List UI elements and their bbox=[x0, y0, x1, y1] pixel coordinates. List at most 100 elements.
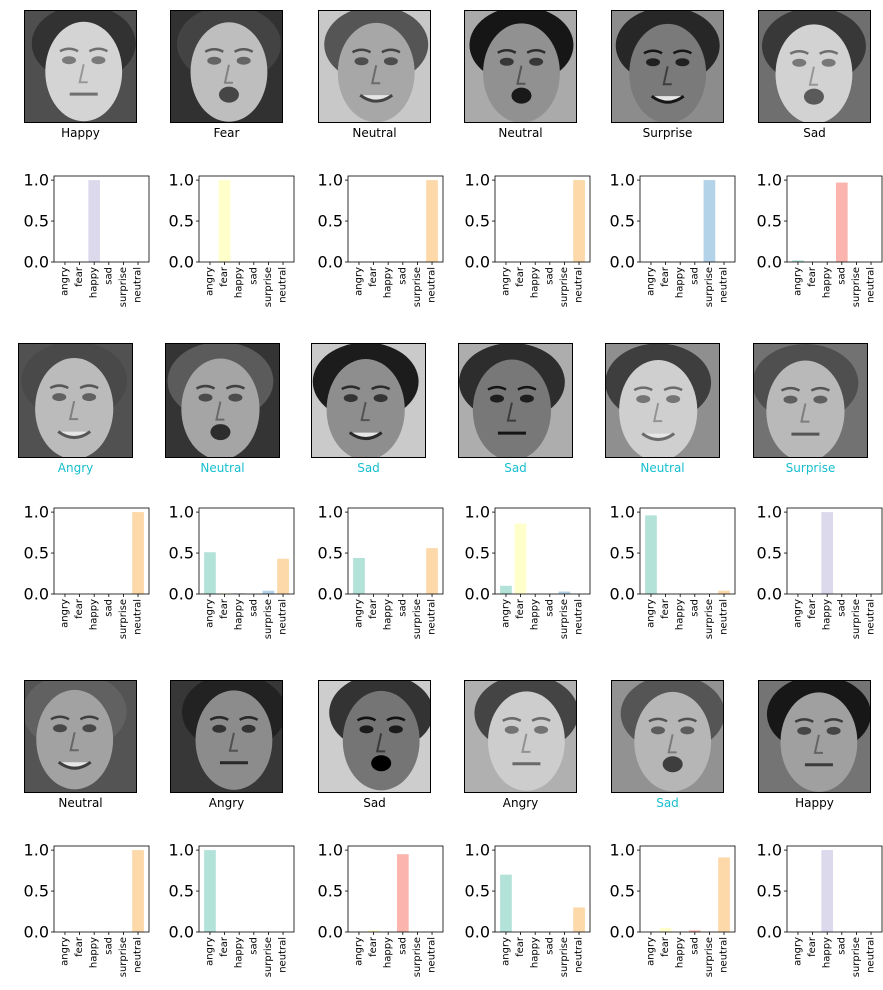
x-tick-label: fear bbox=[74, 936, 85, 957]
y-tick-label: 0.5 bbox=[24, 212, 49, 231]
x-tick-label: neutral bbox=[574, 599, 585, 635]
x-tick-label: neutral bbox=[427, 267, 438, 303]
probability-chart: angry fear happy sad surprise neutral 0.0 0.5 1.… bbox=[757, 171, 883, 307]
x-tick-label: angry bbox=[500, 599, 511, 628]
x-tick-label: fear bbox=[74, 598, 85, 619]
predicted-label: Sad bbox=[357, 461, 380, 475]
predicted-label: Sad bbox=[803, 126, 826, 140]
y-tick-label: 0.5 bbox=[169, 544, 194, 563]
x-tick-label: surprise bbox=[851, 599, 862, 639]
y-tick-label: 1.0 bbox=[610, 171, 635, 190]
plot-frame bbox=[198, 845, 295, 933]
x-tick-label: happy bbox=[675, 267, 686, 298]
predicted-label: Neutral bbox=[352, 126, 397, 140]
face-image bbox=[318, 680, 431, 793]
probability-chart: angry fear happy sad surprise neutral 0.0 0.5 1.… bbox=[465, 503, 591, 639]
x-tick-label: fear bbox=[660, 936, 671, 957]
y-tick-label: 1.0 bbox=[610, 841, 635, 860]
x-tick-label: fear bbox=[74, 266, 85, 287]
bar-fear bbox=[514, 523, 527, 594]
x-tick-label: angry bbox=[59, 937, 70, 966]
x-tick-label: surprise bbox=[118, 937, 129, 977]
x-tick-label: sad bbox=[544, 599, 555, 617]
bar-sad bbox=[688, 930, 701, 932]
bar-neutral bbox=[573, 180, 585, 262]
x-tick-label: fear bbox=[807, 936, 818, 957]
y-tick-label: 0.0 bbox=[169, 923, 194, 942]
bar-neutral bbox=[426, 180, 438, 262]
x-tick-label: happy bbox=[383, 267, 394, 298]
x-tick-label: surprise bbox=[559, 599, 570, 639]
y-tick-label: 0.5 bbox=[757, 212, 782, 231]
x-tick-label: sad bbox=[103, 599, 114, 617]
x-tick-label: surprise bbox=[263, 599, 274, 639]
y-tick-label: 0.5 bbox=[757, 882, 782, 901]
x-tick-label: angry bbox=[59, 267, 70, 296]
probability-chart: angry fear happy sad surprise neutral 0.0 0.5 1.… bbox=[169, 503, 295, 639]
x-tick-label: sad bbox=[103, 267, 114, 285]
plot-frame bbox=[786, 507, 883, 595]
x-tick-label: angry bbox=[353, 267, 364, 296]
predicted-label: Neutral bbox=[200, 461, 245, 475]
x-tick-label: sad bbox=[544, 937, 555, 955]
plot-frame bbox=[347, 845, 444, 933]
probability-chart: angry fear happy sad surprise neutral 0.0 0.5 1.… bbox=[757, 841, 883, 977]
x-tick-label: neutral bbox=[278, 937, 289, 973]
probability-chart: angry fear happy sad surprise neutral 0.0 0.5 1.… bbox=[169, 171, 295, 307]
predicted-label: Neutral bbox=[640, 461, 685, 475]
y-tick-label: 0.0 bbox=[169, 585, 194, 604]
x-tick-label: sad bbox=[103, 937, 114, 955]
x-tick-label: sad bbox=[248, 599, 259, 617]
face-image bbox=[464, 10, 577, 123]
bar-happy bbox=[88, 180, 101, 262]
x-tick-label: surprise bbox=[559, 267, 570, 307]
y-tick-label: 0.0 bbox=[24, 585, 49, 604]
x-tick-label: surprise bbox=[412, 599, 423, 639]
plot-frame bbox=[198, 175, 295, 263]
plot-frame bbox=[786, 175, 883, 263]
x-tick-label: surprise bbox=[559, 937, 570, 977]
x-tick-label: neutral bbox=[133, 937, 144, 973]
x-tick-label: happy bbox=[234, 267, 245, 298]
y-tick-label: 0.0 bbox=[318, 923, 343, 942]
probability-chart: angry fear happy sad surprise neutral 0.0 0.5 1.… bbox=[610, 503, 736, 639]
x-tick-label: neutral bbox=[278, 267, 289, 303]
x-tick-label: happy bbox=[675, 937, 686, 968]
x-tick-label: surprise bbox=[412, 937, 423, 977]
bar-surprise bbox=[703, 180, 716, 262]
x-tick-label: angry bbox=[645, 937, 656, 966]
x-tick-label: neutral bbox=[866, 599, 877, 635]
probability-chart: angry fear happy sad surprise neutral 0.0 0.5 1.… bbox=[465, 171, 591, 307]
plot-frame bbox=[494, 845, 591, 933]
x-tick-label: sad bbox=[248, 267, 259, 285]
x-tick-label: neutral bbox=[574, 267, 585, 303]
y-tick-label: 0.5 bbox=[757, 544, 782, 563]
x-tick-label: sad bbox=[397, 267, 408, 285]
x-tick-label: angry bbox=[645, 267, 656, 296]
face-image bbox=[24, 10, 137, 123]
x-tick-label: happy bbox=[383, 937, 394, 968]
x-tick-label: fear bbox=[660, 266, 671, 287]
x-tick-label: fear bbox=[219, 598, 230, 619]
x-tick-label: surprise bbox=[851, 937, 862, 977]
y-tick-label: 0.5 bbox=[318, 882, 343, 901]
x-tick-label: sad bbox=[689, 937, 700, 955]
plot-frame bbox=[639, 845, 736, 933]
plot-frame bbox=[786, 845, 883, 933]
probability-chart: angry fear happy sad surprise neutral 0.0 0.5 1.… bbox=[318, 171, 444, 307]
y-tick-label: 0.5 bbox=[465, 544, 490, 563]
bar-neutral bbox=[718, 857, 730, 932]
bar-fear bbox=[367, 930, 380, 932]
x-tick-label: surprise bbox=[704, 267, 715, 307]
x-tick-label: neutral bbox=[133, 267, 144, 303]
plot-frame bbox=[53, 507, 150, 595]
x-tick-label: sad bbox=[544, 267, 555, 285]
y-tick-label: 1.0 bbox=[169, 171, 194, 190]
bar-angry bbox=[645, 515, 657, 594]
x-tick-label: sad bbox=[248, 937, 259, 955]
face-image bbox=[311, 343, 426, 458]
predicted-label: Angry bbox=[208, 796, 245, 810]
x-tick-label: neutral bbox=[133, 599, 144, 635]
y-tick-label: 0.0 bbox=[318, 253, 343, 272]
